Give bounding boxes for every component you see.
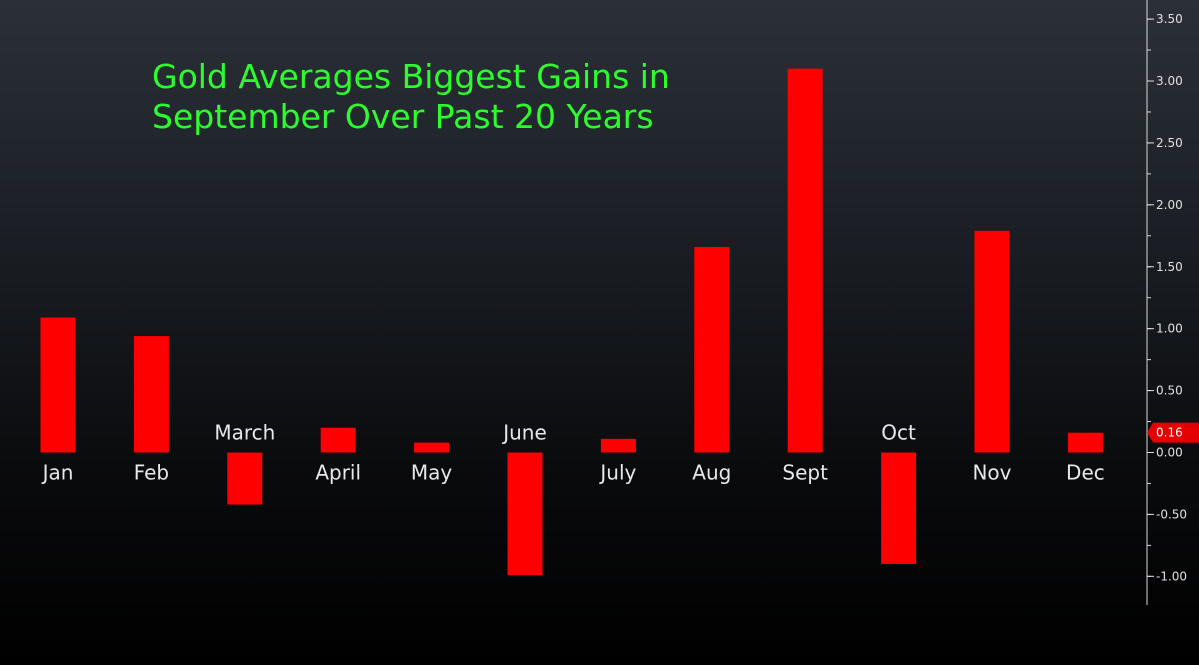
chart-title: Gold Averages Biggest Gains in September…: [152, 57, 670, 137]
y-tick-label: 3.50: [1156, 12, 1183, 26]
bar-july: [600, 438, 636, 453]
bar-aug: [694, 246, 730, 453]
category-label-oct: Oct: [881, 421, 916, 445]
y-tick-label: 1.00: [1156, 322, 1183, 336]
y-tick-label: -1.00: [1156, 569, 1187, 583]
category-label-july: July: [598, 461, 636, 485]
bar-oct: [881, 452, 917, 564]
y-tick-label: -0.50: [1156, 507, 1187, 521]
category-label-feb: Feb: [134, 461, 169, 485]
y-tick-label: 2.50: [1156, 136, 1183, 150]
y-tick-label: 0.50: [1156, 384, 1183, 398]
chart-title-line-2: September Over Past 20 Years: [152, 97, 654, 136]
category-label-dec: Dec: [1066, 461, 1105, 485]
last-value-marker: [1147, 422, 1199, 443]
bar-may: [414, 442, 450, 453]
category-label-april: April: [315, 461, 361, 485]
category-label-may: May: [411, 461, 453, 485]
bar-nov: [974, 230, 1010, 453]
bar-april: [320, 427, 356, 453]
bar-sept: [787, 68, 823, 453]
category-label-sept: Sept: [782, 461, 828, 485]
category-label-nov: Nov: [972, 461, 1011, 485]
category-label-jan: Jan: [41, 461, 74, 485]
bar-jan: [40, 317, 76, 453]
category-label-march: March: [214, 421, 275, 445]
chart-title-line-1: Gold Averages Biggest Gains in: [152, 57, 670, 96]
y-tick-label: 0.00: [1156, 446, 1183, 460]
bar-feb: [133, 336, 169, 453]
category-label-aug: Aug: [692, 461, 731, 485]
y-tick-label: 1.50: [1156, 260, 1183, 274]
bar-dec: [1067, 432, 1103, 453]
y-tick-label: 3.00: [1156, 74, 1183, 88]
bar-march: [227, 452, 263, 505]
last-value-label: 0.16: [1156, 426, 1183, 440]
y-tick-label: 2.00: [1156, 198, 1183, 212]
bar-june: [507, 452, 543, 576]
category-label-june: June: [501, 421, 547, 445]
